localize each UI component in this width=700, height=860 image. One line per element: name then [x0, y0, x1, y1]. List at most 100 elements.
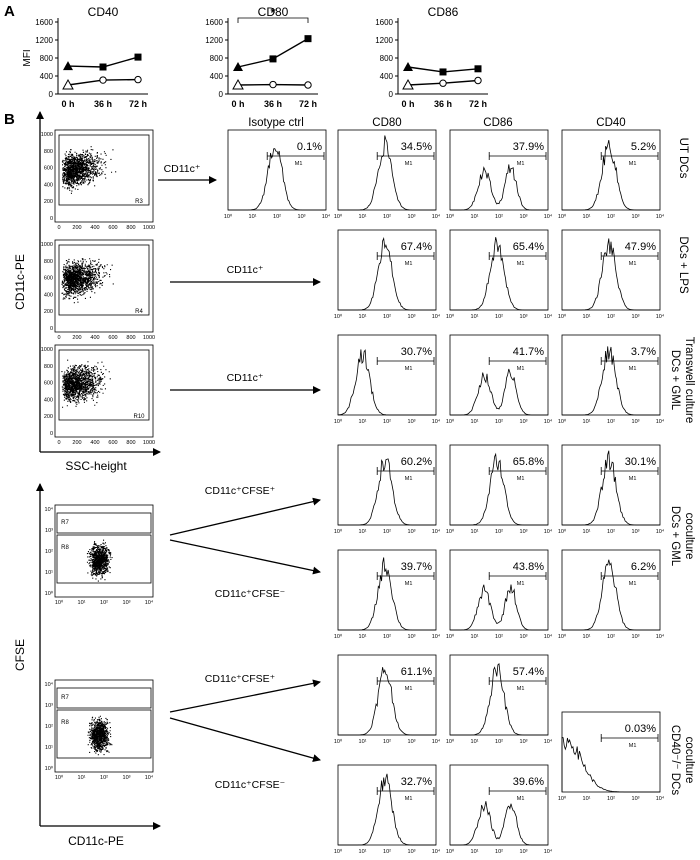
x-tick-label: 36 h — [94, 99, 112, 109]
scatter-plot-3: R10 00 200 200 400 400 600 600 800 800 1000 1000 — [41, 344, 155, 446]
scatter-y-tick: 0 — [50, 216, 53, 222]
histogram-trace — [338, 773, 436, 846]
scatter-y-tick: 400 — [44, 182, 53, 188]
histogram-row6-col2: M1 61.1% 10⁰ 10¹ 10² 10³ 10⁴ — [334, 654, 441, 745]
histogram-row7-col2: M1 32.7% 10⁰ 10¹ 10² 10³ 10⁴ — [334, 764, 441, 855]
histogram-x-tick: 10⁰ — [334, 213, 343, 220]
histogram-x-tick: 10¹ — [359, 849, 367, 855]
m1-label: M1 — [517, 581, 525, 587]
percent-label: 3.7% — [631, 346, 656, 358]
gating-arrows: CD11c⁺ CD11c⁺ CD11c⁺ CD11c⁺CFSE⁺ CD11c⁺CFSE⁻… — [158, 163, 321, 791]
histogram-x-tick: 10³ — [408, 634, 416, 640]
histogram-row7-col3: M1 39.6% 10⁰ 10¹ 10² 10³ 10⁴ — [446, 764, 553, 855]
histogram-x-tick: 10⁴ — [544, 528, 553, 535]
gating-arrow-1: CD11c⁺ — [158, 163, 217, 184]
m1-gate — [488, 152, 547, 160]
scatter-y-tick: 400 — [44, 292, 53, 298]
scatter-x-tick: 600 — [108, 440, 117, 446]
m1-gate — [488, 357, 547, 365]
histogram-x-tick: 10² — [607, 419, 615, 425]
histogram-x-tick: 10¹ — [583, 796, 591, 802]
histogram-x-tick: 10¹ — [471, 634, 479, 640]
y-tick-label: 1200 — [35, 36, 53, 45]
histogram-x-tick: 10² — [383, 214, 391, 220]
histogram-x-tick: 10³ — [408, 214, 416, 220]
m1-label: M1 — [517, 261, 525, 267]
histogram-x-tick: 10² — [607, 214, 615, 220]
histogram-frame — [337, 229, 437, 311]
histogram-trace — [450, 164, 548, 211]
m1-label: M1 — [405, 366, 413, 372]
percent-label: 6.2% — [631, 561, 656, 573]
histogram-x-tick: 10⁴ — [656, 213, 665, 220]
histogram-trace — [338, 135, 436, 211]
scatter-x-tick: 10¹ — [78, 600, 86, 606]
histogram-x-tick: 10² — [383, 849, 391, 855]
percent-label: 34.5% — [401, 141, 432, 153]
scatter-x-tick: 400 — [90, 335, 99, 341]
scatter-y-tick: 1000 — [41, 347, 53, 353]
scatter-y-tick: 800 — [44, 364, 53, 370]
histogram-row6-col3: M1 57.4% 10⁰ 10¹ 10² 10³ 10⁴ — [446, 654, 553, 745]
scatter-x-label-cd11c: CD11c-PE — [68, 834, 124, 848]
scatter-x-tick: 10⁴ — [145, 774, 154, 781]
m1-gate — [376, 677, 435, 685]
y-tick-label: 400 — [210, 72, 224, 81]
scatter-x-tick: 10⁴ — [145, 599, 154, 606]
arrow-label: CD11c⁺CFSE⁻ — [215, 779, 286, 791]
scatter-y-tick: 10⁰ — [45, 590, 54, 597]
row-label-ko-2: coculture — [683, 737, 695, 784]
gate-label: R7 — [61, 520, 69, 526]
gate-label: R4 — [135, 309, 143, 315]
point — [403, 62, 413, 71]
scatter-y-tick: 200 — [44, 309, 53, 315]
scatter-x-tick: 600 — [108, 335, 117, 341]
histogram-x-tick: 10⁴ — [656, 418, 665, 425]
histogram-trace — [562, 346, 660, 416]
percent-label: 57.4% — [513, 666, 544, 678]
percent-label: 32.7% — [401, 776, 432, 788]
histogram-trace — [450, 368, 548, 416]
histogram-frame — [337, 334, 437, 416]
m1-gate — [600, 252, 659, 260]
col-header-isotype: Isotype ctrl — [248, 117, 304, 129]
m1-gate — [600, 572, 659, 580]
scatter-x-tick: 0 — [57, 335, 60, 341]
histogram-x-tick: 10⁰ — [446, 738, 455, 745]
histogram-trace — [561, 736, 660, 793]
significance-bracket — [237, 17, 309, 23]
histogram-trace — [562, 559, 660, 631]
col-header-cd86: CD86 — [483, 117, 512, 129]
histogram-trace — [450, 584, 548, 631]
percent-label: 65.4% — [513, 241, 544, 253]
point — [439, 79, 447, 87]
percent-label: 65.8% — [513, 456, 544, 468]
histogram-frame — [227, 129, 327, 211]
scatter-x-tick: 10³ — [123, 600, 131, 606]
histogram-x-tick: 10⁰ — [334, 313, 343, 320]
histogram-x-tick: 10⁴ — [544, 738, 553, 745]
scatter-plots: R30020020040040060060080080010001000R400… — [41, 129, 155, 781]
histogram-x-tick: 10³ — [408, 529, 416, 535]
histogram-x-tick: 10² — [495, 314, 503, 320]
panel-a-charts: CD40 0 400 800 1200 1600 0 h 36 h 72 h MFI CD80 0 40… — [22, 5, 488, 109]
histogram-frame — [449, 334, 549, 416]
histogram-frame — [337, 444, 437, 526]
m1-label: M1 — [517, 366, 525, 372]
m1-gate — [376, 152, 435, 160]
m1-gate — [488, 787, 547, 795]
m1-gate — [376, 467, 435, 475]
line-chart-cd86: CD86 0 400 800 1200 1600 0 h 36 h 72 h — [375, 5, 488, 109]
scatter-y-tick: 800 — [44, 259, 53, 265]
scatter-x-tick: 10⁰ — [55, 774, 64, 781]
histogram-x-tick: 10³ — [632, 419, 640, 425]
histogram-x-tick: 10² — [383, 314, 391, 320]
histogram-x-tick: 10⁰ — [224, 213, 233, 220]
percent-label: 30.7% — [401, 346, 432, 358]
histogram-frame — [561, 129, 661, 211]
line-chart-cd40: CD40 0 400 800 1200 1600 0 h 36 h 72 h MFI — [22, 5, 148, 109]
m1-gate — [488, 252, 547, 260]
point — [99, 76, 107, 84]
y-axis-label: MFI — [22, 49, 33, 66]
